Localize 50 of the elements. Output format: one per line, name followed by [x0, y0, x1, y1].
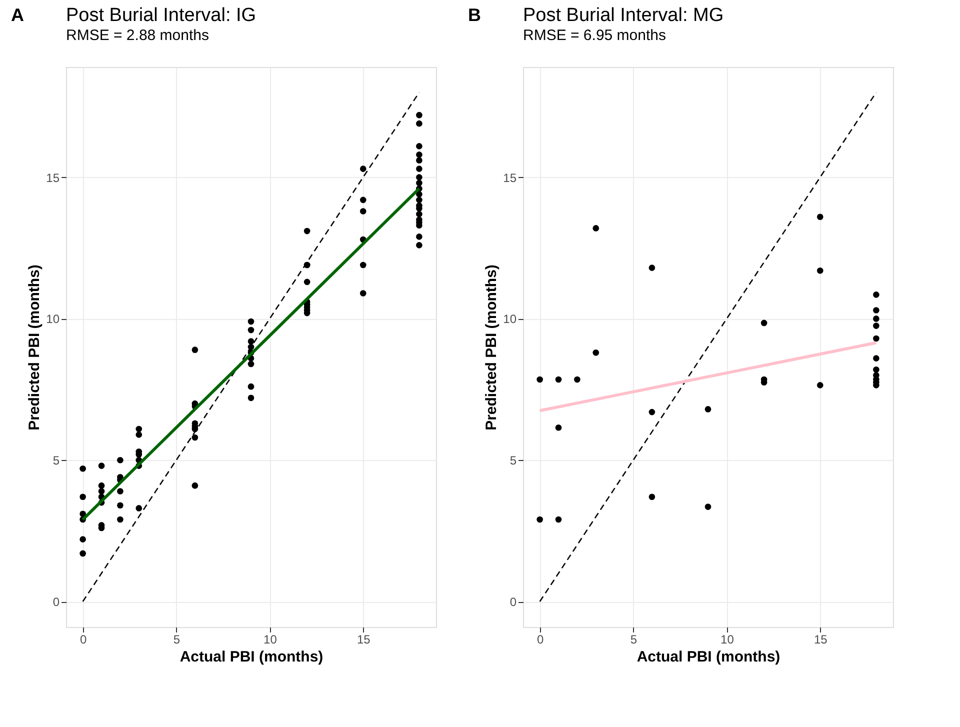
point — [555, 376, 562, 383]
y-tick-label: 0 — [510, 595, 517, 610]
y-tick-label: 10 — [503, 312, 517, 326]
point — [816, 267, 824, 274]
y-tick-label: 0 — [52, 595, 60, 610]
point — [873, 307, 880, 314]
point — [536, 376, 543, 383]
point — [816, 382, 824, 388]
point — [873, 366, 880, 373]
y-axis-title: Predicted PBI (months) — [26, 264, 44, 430]
point — [592, 225, 600, 232]
point — [555, 516, 562, 523]
point — [574, 376, 580, 383]
x-axis-title: Actual PBI (months) — [636, 648, 780, 666]
x-tick-label: 0 — [536, 632, 544, 646]
y-tick-label: 5 — [510, 454, 517, 468]
x-tick-label: 15 — [356, 632, 371, 646]
x-tick-label: 10 — [264, 632, 278, 646]
y-tick-label: 10 — [46, 312, 60, 326]
y-tick-label: 5 — [52, 454, 60, 468]
point — [873, 335, 880, 342]
x-tick-label: 10 — [720, 632, 734, 646]
point — [760, 320, 768, 326]
point — [536, 516, 543, 523]
point — [704, 406, 712, 412]
point — [648, 494, 656, 500]
y-axis-title: Predicted PBI (months) — [483, 264, 500, 430]
text: B — [468, 5, 481, 25]
chart-subtitle: RMSE = 6.95 months — [523, 27, 666, 44]
x-axis-title: Actual PBI (months) — [180, 648, 324, 666]
point — [555, 424, 562, 431]
point — [704, 504, 712, 510]
y-tick-label: 15 — [46, 170, 60, 185]
x-tick-label: 0 — [80, 632, 87, 646]
point — [873, 322, 880, 329]
chart-subtitle: RMSE = 2.88 months — [66, 27, 209, 44]
point — [873, 316, 880, 322]
chart-title: Post Burial Interval: MG — [523, 5, 724, 26]
point — [648, 264, 656, 271]
x-tick-label: 5 — [173, 632, 180, 646]
point — [873, 355, 880, 362]
point — [873, 292, 880, 298]
point — [648, 408, 656, 416]
x-tick-label: 15 — [814, 632, 828, 646]
point — [592, 350, 600, 356]
x-tick-label: 5 — [630, 632, 638, 646]
y-tick-label: 15 — [503, 170, 517, 185]
chart-title: Post Burial Interval: IG — [66, 5, 256, 26]
point — [816, 214, 824, 220]
text: A — [11, 5, 24, 25]
